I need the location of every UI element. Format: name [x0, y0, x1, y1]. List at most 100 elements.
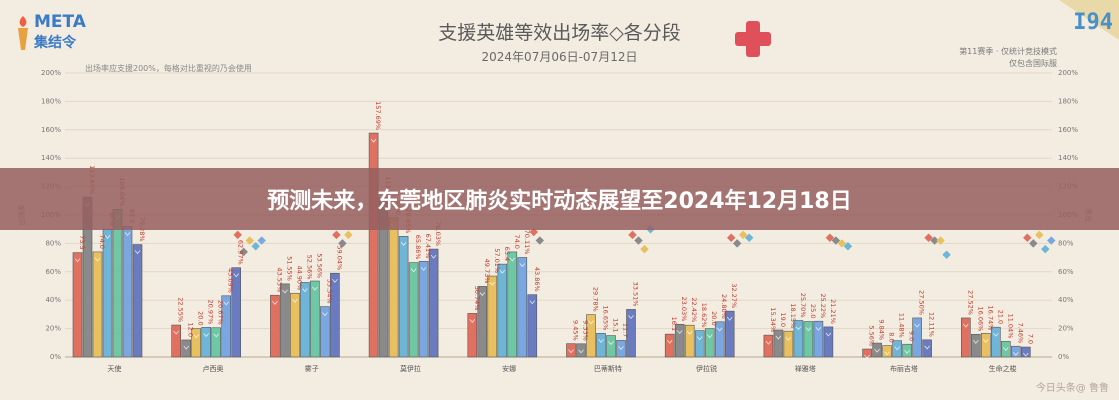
- data-label: 21.21%: [829, 299, 837, 324]
- bar: [714, 321, 725, 358]
- bar-chevron: [332, 278, 338, 283]
- diamond-marker: [1035, 230, 1044, 240]
- data-label: 43.55%: [275, 267, 283, 292]
- bar: [990, 326, 1001, 358]
- bar-chevron: [568, 349, 574, 354]
- bar-chevron: [469, 319, 476, 324]
- bar: [527, 294, 538, 358]
- bar: [507, 251, 518, 358]
- bar-chevron: [716, 327, 723, 332]
- data-label: 51.55%: [285, 256, 293, 281]
- bar: [388, 217, 399, 358]
- bar-chevron: [696, 336, 703, 341]
- bar: [902, 343, 912, 358]
- bar-chevron: [272, 300, 278, 305]
- bar-chevron: [805, 327, 812, 332]
- bar-chevron: [578, 349, 584, 354]
- data-label: 22.55%: [177, 297, 185, 322]
- data-label: 27.50%: [918, 290, 926, 315]
- category-label: 巴蒂斯特: [594, 364, 622, 373]
- data-label: 18.15%: [789, 303, 797, 328]
- chart-note: 出场率应支援200%，每格对比重视的乃会使用: [85, 64, 252, 73]
- y-tick-label: 80%: [45, 239, 61, 247]
- bar-chevron: [282, 289, 288, 294]
- data-label: 11.7: [622, 323, 630, 337]
- bar: [517, 257, 528, 358]
- corner-ribbon: [1059, 0, 1119, 40]
- bar: [586, 314, 596, 358]
- bar-chevron: [972, 340, 979, 344]
- data-label: 33.51%: [632, 282, 640, 307]
- y-tick-label-right: 140%: [1058, 154, 1078, 162]
- logo-text-primary: META: [34, 12, 86, 32]
- bar: [477, 286, 488, 358]
- bar: [300, 282, 310, 358]
- bar: [763, 334, 774, 358]
- diamond-marker: [1041, 244, 1050, 254]
- data-label: 20.0: [197, 311, 205, 325]
- bar-chevron: [765, 340, 772, 345]
- data-label: 25.70%: [799, 293, 807, 318]
- bar: [497, 263, 508, 358]
- category-label: 禅雅塔: [795, 364, 816, 373]
- bar: [290, 292, 300, 358]
- y-tick-label: 160%: [41, 126, 61, 134]
- bar-chevron: [726, 316, 733, 321]
- bar-chevron: [400, 242, 407, 246]
- chart-subtitle: 2024年07月06日-07月12日: [481, 50, 638, 64]
- bar-chevron: [598, 339, 604, 343]
- diamond-marker: [732, 239, 742, 248]
- bar-chevron: [104, 234, 111, 239]
- bar: [92, 251, 103, 358]
- y-tick-label-right: 20%: [1058, 325, 1074, 333]
- data-label: 20.97%: [207, 300, 215, 325]
- data-label: 65.4: [503, 247, 511, 261]
- bar-chevron: [874, 348, 880, 353]
- bar-chevron: [370, 138, 377, 143]
- data-label: 9.84%: [878, 319, 886, 340]
- bar-chevron: [193, 334, 200, 339]
- bar: [960, 317, 971, 358]
- bar-chevron: [706, 334, 713, 339]
- bar-chevron: [203, 333, 210, 337]
- bar: [823, 326, 834, 358]
- headline-text: 预测未来，东莞地区肺炎实时动态展望至2024年12月18日: [267, 189, 852, 214]
- data-label: 44.90%: [295, 265, 303, 290]
- bar: [872, 342, 882, 358]
- bar-chevron: [74, 258, 81, 263]
- y-tick-label: 0%: [50, 353, 61, 361]
- bar-chevron: [775, 335, 782, 340]
- y-tick-label-right: 60%: [1058, 268, 1074, 276]
- data-label: 18.62%: [700, 303, 708, 328]
- bar-chevron: [815, 326, 822, 331]
- category-label: 布丽吉塔: [890, 364, 918, 373]
- data-label: 9.0: [908, 331, 916, 341]
- bar-chevron: [322, 312, 328, 317]
- chart-title: 支援英雄等效出场率◇各分段: [438, 22, 681, 44]
- bar: [1020, 346, 1031, 358]
- data-label: 25.0: [809, 304, 817, 318]
- y-tick-label: 40%: [45, 296, 61, 304]
- bar: [862, 348, 872, 358]
- meta-logo: META 集结令: [6, 8, 86, 58]
- bar-chevron: [183, 345, 190, 350]
- data-label: 57.01%: [493, 248, 501, 273]
- bar: [320, 306, 330, 358]
- bar-chevron: [666, 339, 673, 344]
- bar-chevron: [914, 323, 920, 328]
- bar: [803, 321, 814, 358]
- data-label: 16.1: [670, 317, 678, 331]
- chart-note-season: 第11赛季 · 仅统计竞技模式: [959, 47, 1057, 56]
- bar-chevron: [884, 351, 890, 356]
- y-tick-label-right: 0%: [1058, 353, 1069, 361]
- bar-chevron: [894, 346, 900, 351]
- torch-icon: [18, 16, 28, 50]
- data-label: 74.0: [98, 234, 106, 248]
- bar: [132, 244, 143, 358]
- diamond-marker: [245, 236, 254, 245]
- y-tick-label-right: 40%: [1058, 296, 1074, 304]
- data-label: 35.54%: [325, 279, 333, 304]
- bar-chevron: [519, 263, 526, 268]
- bar-chevron: [1012, 351, 1019, 356]
